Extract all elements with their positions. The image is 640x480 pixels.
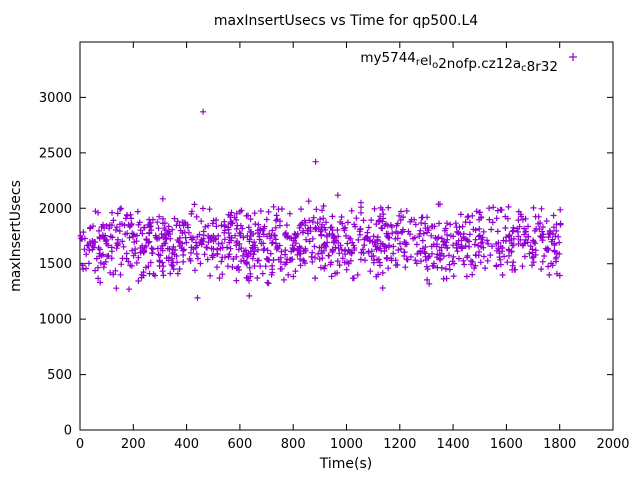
legend-label: my5744relo2nofp.cz12ac8r32 [360,50,558,75]
axis-ticks: 0 200 400 600 800 1000 1200 1400 1600 1800 2000 0 50… [39,42,630,452]
y-tick-label: 2500 [39,146,72,161]
legend-marker-icon [569,53,577,61]
scatter-points [77,108,564,301]
x-tick-label: 1400 [437,437,470,452]
y-tick-label: 2000 [39,202,72,217]
x-tick-label: 2000 [596,437,629,452]
x-tick-label: 800 [281,437,306,452]
x-tick-label: 600 [227,437,252,452]
x-tick-label: 400 [174,437,199,452]
x-tick-label: 1600 [490,437,523,452]
data-points [77,108,564,301]
y-tick-label: 1500 [39,257,72,272]
x-tick-label: 1800 [543,437,576,452]
x-tick-label: 1000 [330,437,363,452]
y-tick-label: 1000 [39,313,72,328]
x-axis-label: Time(s) [319,456,372,472]
x-tick-label: 0 [76,437,84,452]
y-tick-label: 3000 [39,91,72,106]
y-axis-label: maxInsertUsecs [8,180,24,292]
tick-marks [79,42,614,431]
y-tick-label: 500 [47,368,72,383]
legend: my5744relo2nofp.cz12ac8r32 [360,50,577,75]
x-tick-label: 200 [121,437,146,452]
chart-title: maxInsertUsecs vs Time for qp500.L4 [214,13,478,29]
x-tick-label: 1200 [383,437,416,452]
y-tick-label: 0 [64,424,72,439]
